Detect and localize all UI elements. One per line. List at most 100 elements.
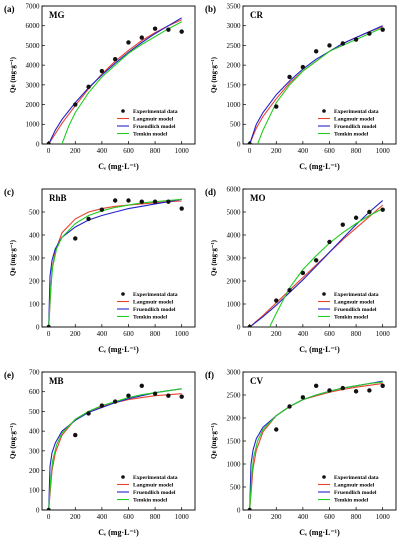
y-tick-label: 500	[230, 121, 241, 129]
chart-panel: 0 200 400 600 800 1000 0 1000 2000 3000 4000 5000 60…	[205, 185, 397, 354]
experimental-point	[86, 84, 91, 90]
legend-entry: Fruendlich model	[133, 124, 176, 130]
x-axis-label: Cₑ (mg·L⁻¹)	[299, 345, 340, 354]
y-tick-label: 0	[237, 140, 241, 148]
panel-title: MG	[49, 10, 65, 20]
x-tick-label: 600	[123, 513, 134, 521]
legend-entry: Fruendlich model	[133, 490, 176, 496]
experimental-point	[46, 141, 51, 144]
experimental-point	[152, 26, 158, 31]
legend-entry: Langmuir model	[133, 300, 174, 306]
x-tick-label: 800	[351, 330, 362, 338]
legend-entry: Temkin model	[334, 498, 369, 504]
experimental-point	[274, 104, 279, 109]
experimental-point	[353, 37, 359, 42]
legend-marker-experimental	[322, 475, 326, 479]
x-tick-label: 400	[97, 330, 108, 338]
x-tick-label: 200	[271, 330, 282, 338]
experimental-point	[367, 209, 372, 215]
y-tick-label: 3500	[227, 2, 242, 10]
experimental-point	[99, 403, 105, 408]
y-tick-label: 0	[36, 323, 40, 331]
y-tick-label: 0	[237, 323, 241, 331]
y-tick-label: 3000	[26, 81, 41, 89]
chart-panel: 0 200 400 600 800 1000 0 100 200 300 400 500 600 700 C…	[4, 368, 196, 537]
legend-marker-experimental	[121, 475, 125, 479]
y-tick-label: 1000	[227, 300, 242, 308]
experimental-point	[73, 236, 78, 241]
experimental-point	[166, 27, 171, 32]
temkin-curve	[48, 388, 182, 510]
x-tick-label: 1000	[175, 147, 190, 155]
experimental-point	[247, 507, 252, 510]
experimental-point	[287, 404, 292, 409]
x-tick-label: 1000	[376, 513, 391, 521]
y-axis-label: Qe (mg·g⁻¹)	[210, 422, 218, 459]
x-tick-label: 800	[150, 147, 161, 155]
experimental-point	[112, 399, 118, 404]
temkin-curve	[269, 208, 383, 327]
y-tick-label: 3000	[227, 254, 242, 262]
panel-label: (f)	[205, 370, 214, 380]
y-tick-label: 1500	[227, 437, 242, 445]
x-tick-label: 600	[324, 513, 335, 521]
x-tick-label: 0	[47, 147, 51, 155]
legend-entry: Langmuir model	[334, 300, 375, 306]
experimental-point	[274, 427, 279, 432]
y-tick-label: 500	[230, 483, 241, 491]
legend: Experimental data Langmuir modelFruendlic…	[117, 109, 178, 138]
x-axis-label: Cₑ (mg·L⁻¹)	[98, 162, 139, 171]
y-axis-label: Qe (mg·g⁻¹)	[9, 56, 17, 93]
chart-panel: 0 200 400 600 800 1000 0 500 1000 1500 2000 2500 300…	[205, 368, 397, 537]
x-tick-label: 1000	[376, 147, 391, 155]
legend-entry: Langmuir model	[334, 117, 375, 123]
chart-panel: 0 200 400 600 800 1000 0 500 1000 1500 2000 2500 300…	[205, 2, 397, 171]
temkin-curve	[48, 198, 182, 327]
legend: Experimental data Langmuir modelFruendlic…	[318, 292, 379, 321]
freundlich-curve	[249, 25, 383, 144]
experimental-point	[46, 324, 51, 327]
x-tick-label: 800	[351, 147, 362, 155]
experimental-point	[152, 199, 158, 204]
experimental-point	[126, 40, 131, 45]
y-tick-label: 3000	[227, 368, 242, 376]
y-axis-label: Qe (mg·g⁻¹)	[210, 239, 218, 276]
plot-frame	[41, 5, 196, 145]
x-axis-label: Cₑ (mg·L⁻¹)	[299, 528, 340, 537]
y-tick-label: 2000	[227, 277, 242, 285]
experimental-point	[327, 43, 332, 48]
experimental-point	[166, 393, 171, 398]
experimental-point	[112, 198, 118, 203]
experimental-point	[300, 395, 306, 400]
x-tick-label: 800	[351, 513, 362, 521]
y-tick-label: 2000	[227, 414, 242, 422]
chart-panel: 0 200 400 600 800 1000 0 100 200 300 400 500 Cₑ (mg·…	[4, 187, 196, 354]
experimental-point	[126, 198, 131, 203]
panel-title: CR	[250, 10, 263, 20]
x-axis-label: Cₑ (mg·L⁻¹)	[299, 162, 340, 171]
legend-entry: Langmuir model	[133, 117, 174, 123]
experimental-point	[300, 270, 306, 276]
experimental-point	[86, 411, 91, 416]
x-tick-label: 0	[248, 513, 252, 521]
experimental-point	[367, 388, 372, 393]
experimental-point	[73, 102, 78, 107]
y-tick-label: 500	[29, 208, 40, 216]
experimental-point	[380, 383, 385, 388]
x-tick-label: 400	[97, 147, 108, 155]
freundlich-curve	[48, 17, 182, 144]
legend-marker-experimental	[322, 109, 326, 113]
experimental-point	[73, 432, 78, 438]
y-tick-label: 400	[29, 231, 40, 239]
experimental-point	[300, 64, 306, 70]
experimental-point	[287, 74, 292, 80]
panel-label: (a)	[4, 4, 15, 14]
y-tick-label: 4000	[227, 231, 242, 239]
y-tick-label: 4000	[26, 62, 41, 70]
y-tick-label: 400	[29, 428, 40, 436]
panel-title: MB	[49, 376, 64, 386]
x-tick-label: 800	[150, 513, 161, 521]
x-tick-label: 0	[248, 330, 252, 338]
x-tick-label: 200	[70, 147, 81, 155]
legend-marker-experimental	[121, 292, 125, 296]
